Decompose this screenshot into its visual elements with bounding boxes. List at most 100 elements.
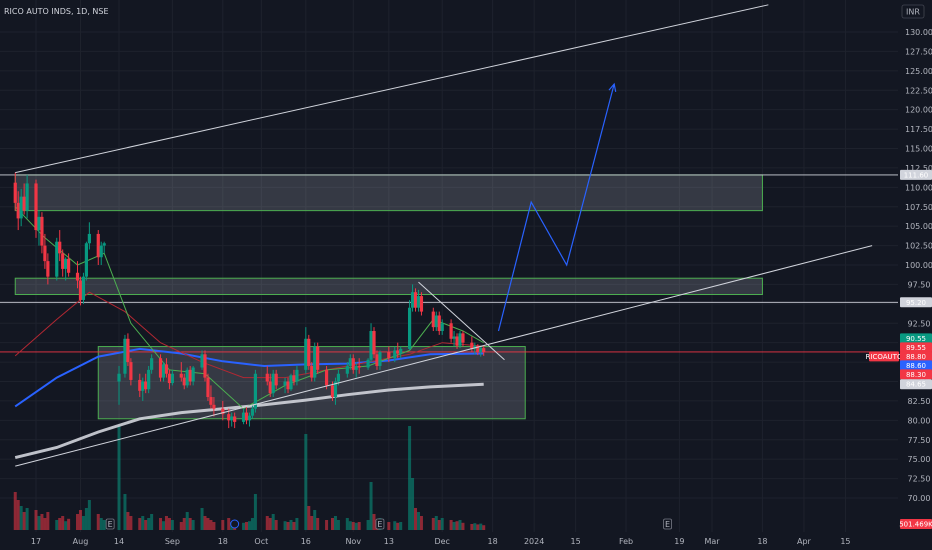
- price-tick-label: 115.00: [905, 145, 932, 154]
- candle-0: [13, 172, 17, 211]
- candle-body: [413, 292, 418, 308]
- candle-83: [378, 350, 382, 370]
- projection-path[interactable]: [497, 83, 615, 332]
- price-tag-label: 111.60: [904, 171, 929, 179]
- trendlines[interactable]: [15, 4, 873, 467]
- candle-body: [61, 253, 65, 269]
- candle-60: [283, 377, 287, 394]
- time-tick-label: 17: [31, 537, 41, 546]
- moving-average-ema_red: [14, 291, 484, 379]
- candle-body: [336, 373, 341, 382]
- earnings-marker-label: E: [665, 520, 670, 529]
- volume-bar-14: [67, 518, 71, 530]
- candle-body: [375, 354, 379, 366]
- candle-body: [164, 364, 169, 374]
- candle-body: [150, 358, 154, 370]
- dividend-marker-icon[interactable]: [230, 519, 240, 529]
- volume-bar-45: [209, 520, 213, 530]
- candle-101: [461, 331, 465, 347]
- candle-41: [191, 365, 195, 386]
- zone-1[interactable]: [14, 277, 763, 296]
- trendline-0[interactable]: [15, 4, 769, 174]
- zone-0[interactable]: [14, 174, 763, 212]
- candle-body: [64, 258, 68, 269]
- candle-27: [138, 373, 142, 398]
- volume-bars: [13, 426, 486, 530]
- candle-93: [431, 307, 435, 332]
- candle-44: [206, 373, 210, 401]
- candle-body: [304, 338, 308, 370]
- volume-bar-64: [295, 518, 299, 530]
- time-tick-label: 13: [384, 537, 394, 546]
- volume-bar-54: [250, 518, 254, 530]
- candle-body: [410, 292, 415, 308]
- volume-tag-box: [900, 519, 932, 529]
- projection[interactable]: [497, 82, 617, 332]
- candle-body: [265, 373, 269, 382]
- price-tick-label: 80.00: [908, 416, 931, 425]
- volume-bar-85: [393, 521, 397, 530]
- candle-body: [316, 346, 320, 370]
- candle-42: [200, 350, 204, 370]
- candle-body: [25, 183, 29, 211]
- candle-body: [324, 369, 329, 386]
- price-axis[interactable]: [898, 0, 932, 532]
- candle-92: [419, 292, 424, 316]
- candle-95: [437, 311, 441, 335]
- earnings-marker-box: [663, 518, 672, 530]
- candle-body: [58, 241, 62, 254]
- candle-body: [292, 375, 296, 382]
- candle-body: [75, 272, 80, 281]
- volume-bar-61: [286, 522, 290, 530]
- earnings-marker-1[interactable]: E: [375, 518, 385, 530]
- zone-2[interactable]: [97, 346, 526, 420]
- earnings-marker-0[interactable]: E: [105, 518, 115, 530]
- earnings-marker-2[interactable]: E: [663, 518, 672, 530]
- candle-106: [482, 345, 486, 356]
- candle-62: [289, 373, 293, 391]
- candle-51: [241, 408, 246, 425]
- candle-46: [212, 397, 216, 417]
- price-tag-box: [900, 169, 932, 180]
- volume-bar-97: [449, 520, 453, 530]
- volume-bar-73: [336, 520, 340, 530]
- volume-bar-86: [396, 522, 400, 530]
- volume-bar-25: [126, 512, 130, 530]
- time-axis[interactable]: [0, 532, 932, 550]
- symbol-tag-box: [869, 351, 899, 362]
- candle-48: [227, 408, 231, 429]
- trendline-1[interactable]: [15, 245, 873, 467]
- volume-bar-79: [366, 520, 370, 530]
- candle-79: [366, 358, 370, 370]
- volume-bar-102: [470, 524, 474, 530]
- candle-body: [179, 373, 183, 378]
- volume-bar-4: [25, 508, 29, 530]
- candle-72: [333, 377, 338, 405]
- volume-bar-5: [34, 510, 38, 530]
- candle-body: [351, 358, 355, 370]
- candle-12: [61, 249, 65, 277]
- volume-bar-16: [78, 510, 82, 530]
- price-tick-label: 117.50: [905, 125, 932, 134]
- price-tag-0: 111.60: [900, 169, 932, 180]
- candle-39: [185, 367, 189, 388]
- volume-bar-15: [76, 514, 80, 530]
- candle-86: [396, 342, 400, 359]
- candle-20: [96, 230, 100, 265]
- time-tick-label: Oct: [254, 537, 268, 546]
- candle-100: [458, 331, 462, 349]
- earnings-marker-box: [105, 518, 115, 530]
- candle-105: [479, 345, 483, 357]
- dividend-marker-circle: [230, 519, 240, 529]
- volume-bar-21: [99, 518, 103, 530]
- candle-body: [461, 333, 465, 343]
- candle-body: [247, 415, 252, 421]
- volume-bar-70: [325, 520, 329, 530]
- trendline-2[interactable]: [418, 281, 505, 361]
- currency-button[interactable]: INR: [901, 4, 925, 19]
- volume-bar-100: [458, 520, 462, 530]
- volume-bar-26: [129, 516, 133, 530]
